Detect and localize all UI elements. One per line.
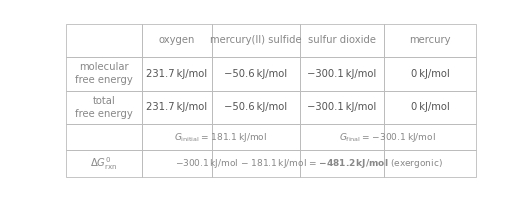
Bar [300, 91, 384, 124]
Text: 0 kJ/mol: 0 kJ/mol [411, 102, 449, 112]
Bar [142, 124, 212, 150]
Text: total
free energy: total free energy [75, 96, 133, 119]
Bar [66, 24, 142, 57]
Text: −50.6 kJ/mol: −50.6 kJ/mol [224, 102, 287, 112]
Text: −300.1 kJ/mol: −300.1 kJ/mol [307, 102, 377, 112]
Text: $G_{\mathrm{initial}}$ = 181.1 kJ/mol: $G_{\mathrm{initial}}$ = 181.1 kJ/mol [174, 131, 268, 144]
Bar [384, 150, 476, 177]
Bar [212, 57, 300, 91]
Text: −300.1 kJ/mol: −300.1 kJ/mol [307, 69, 377, 79]
Bar [384, 91, 476, 124]
Bar [384, 57, 476, 91]
Text: $-$300.1$\,$kJ/mol $-$ 181.1$\,$kJ/mol = $\mathbf{-481.2}$$\,$$\mathbf{kJ/mol}$ : $-$300.1$\,$kJ/mol $-$ 181.1$\,$kJ/mol =… [175, 157, 443, 170]
Text: $G_{\mathrm{final}}$ = −300.1 kJ/mol: $G_{\mathrm{final}}$ = −300.1 kJ/mol [340, 131, 436, 144]
Text: molecular
free energy: molecular free energy [75, 62, 133, 85]
Bar [142, 24, 212, 57]
Text: 231.7 kJ/mol: 231.7 kJ/mol [146, 102, 207, 112]
Bar [66, 124, 142, 150]
Bar [384, 124, 476, 150]
Text: sulfur dioxide: sulfur dioxide [308, 35, 376, 45]
Bar [142, 150, 212, 177]
Bar [384, 24, 476, 57]
Text: mercury(II) sulfide: mercury(II) sulfide [210, 35, 302, 45]
Text: −50.6 kJ/mol: −50.6 kJ/mol [224, 69, 287, 79]
Bar [66, 150, 142, 177]
Bar [212, 91, 300, 124]
Text: mercury: mercury [409, 35, 451, 45]
Bar [66, 91, 142, 124]
Text: 0 kJ/mol: 0 kJ/mol [411, 69, 449, 79]
Bar [212, 24, 300, 57]
Bar [66, 57, 142, 91]
Bar [142, 57, 212, 91]
Bar [212, 150, 300, 177]
Bar [300, 57, 384, 91]
Bar [142, 91, 212, 124]
Bar [300, 24, 384, 57]
Bar [300, 150, 384, 177]
Text: 231.7 kJ/mol: 231.7 kJ/mol [146, 69, 207, 79]
Bar [300, 124, 384, 150]
Bar [212, 124, 300, 150]
Text: oxygen: oxygen [159, 35, 195, 45]
Text: $\Delta G^0_{\mathrm{rxn}}$: $\Delta G^0_{\mathrm{rxn}}$ [90, 155, 118, 172]
